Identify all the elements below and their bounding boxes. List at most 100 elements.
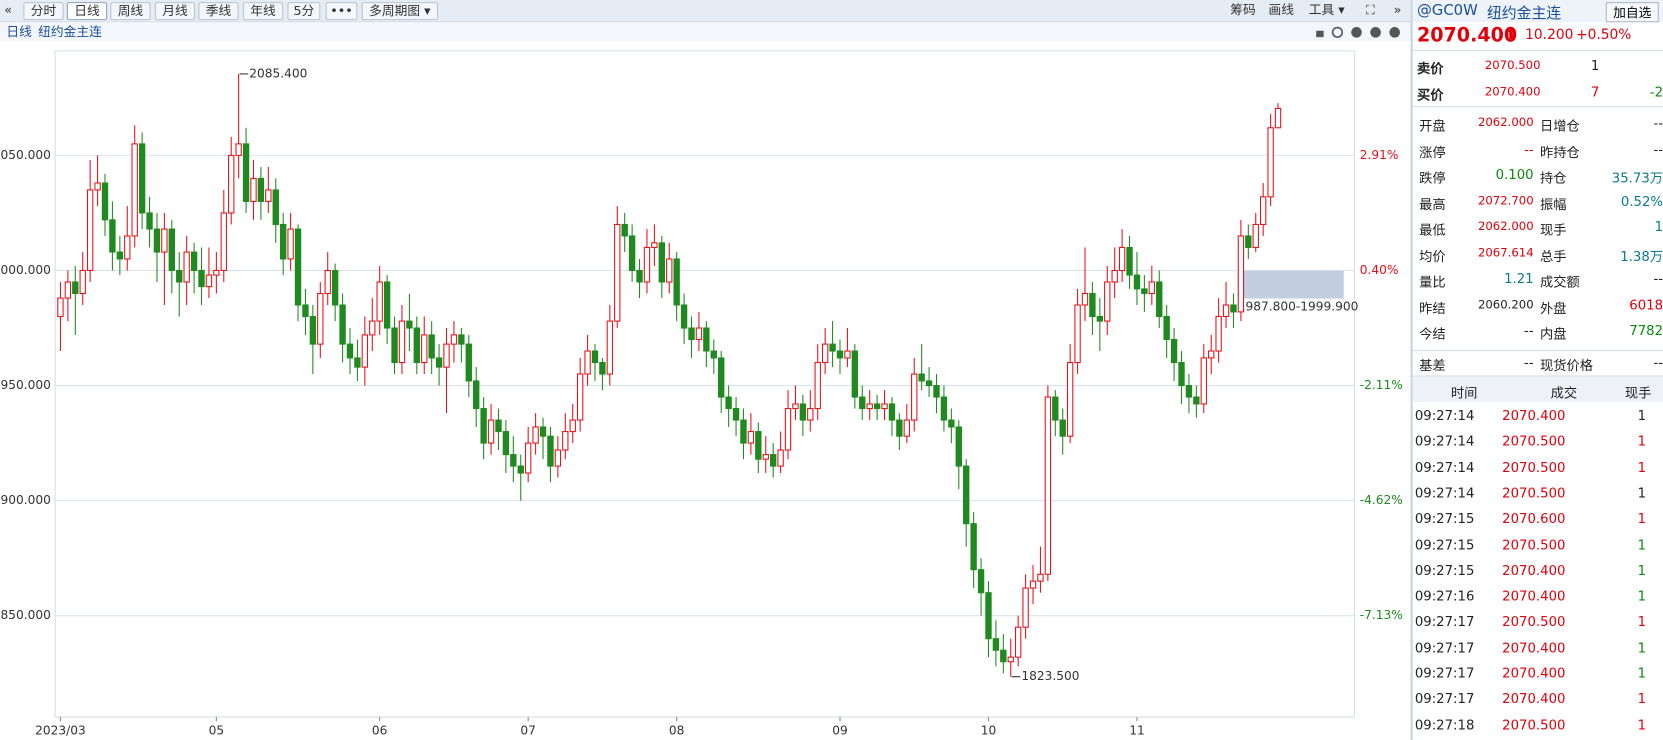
tool-button[interactable]: 筹码 [1230, 2, 1256, 17]
candle-body [1007, 656, 1014, 663]
trade-time: 09:27:15 [1414, 510, 1475, 527]
field-label: 最低 [1419, 221, 1446, 238]
candle-body [1230, 304, 1237, 313]
candle-body [755, 431, 762, 460]
field-value: 1 [1654, 218, 1663, 235]
field-label: 持仓 [1539, 169, 1567, 186]
x-tick-label: 07 [520, 723, 536, 737]
x-tick-label: 09 [832, 723, 848, 737]
trade-price: 2070.500 [1502, 536, 1566, 553]
field-value: -- [1653, 270, 1663, 287]
candle-body [495, 419, 502, 433]
candle-body [131, 143, 138, 237]
trade-time: 09:27:14 [1414, 458, 1475, 475]
candle-body [1111, 269, 1118, 283]
candle-body [881, 403, 888, 410]
period-button[interactable]: 年线 [242, 2, 284, 21]
candle-body [747, 431, 755, 444]
candle-body [821, 343, 829, 364]
candle-body [1148, 281, 1155, 295]
instrument-name: 纽约金主连 [1486, 5, 1562, 23]
more-button[interactable]: ••• [325, 2, 358, 21]
candle-body [198, 269, 205, 288]
candle-body [413, 327, 420, 364]
bid-delta: -2 [1649, 83, 1663, 100]
period-button[interactable]: 季线 [198, 2, 239, 21]
candle-body [213, 269, 220, 276]
x-tick-label: 08 [669, 723, 685, 737]
candle-body [309, 315, 317, 345]
quote-header [1412, 0, 1663, 23]
field-label: 总手 [1539, 247, 1567, 264]
candle-body [57, 297, 64, 318]
trade-price: 2070.500 [1502, 613, 1566, 630]
candle-body [933, 385, 940, 398]
period-button[interactable]: 5分 [287, 2, 321, 21]
candle-body [242, 143, 250, 202]
trade-price: 2070.500 [1502, 458, 1566, 475]
candle-body [524, 442, 532, 474]
period-button[interactable]: 日线 [66, 2, 108, 21]
tool-button[interactable]: 工具 ▾ [1308, 2, 1345, 17]
trade-price: 2070.500 [1502, 484, 1566, 501]
candle-body [762, 454, 769, 460]
candle-body [896, 419, 903, 437]
candle-body [383, 281, 391, 329]
trade-time: 09:27:17 [1414, 639, 1475, 656]
trade-size: 1 [1637, 484, 1647, 501]
trade-size: 1 [1637, 407, 1647, 424]
candle-body [1096, 315, 1104, 322]
candle-body [866, 403, 873, 410]
candle-body [873, 403, 881, 410]
trade-size: 1 [1637, 690, 1647, 707]
add-watchlist-button[interactable]: 加自选 [1605, 2, 1659, 23]
trade-price: 2070.500 [1502, 433, 1566, 449]
nav-right[interactable]: » [1393, 2, 1402, 17]
candle-body [1081, 292, 1089, 306]
candle-body [547, 435, 554, 467]
candle-body [354, 357, 361, 368]
candle-body [109, 219, 116, 253]
field-label: 今结 [1419, 325, 1446, 342]
field-label: 外盘 [1539, 299, 1567, 316]
candle-body [918, 373, 925, 382]
candle-body [79, 269, 86, 295]
nav-left[interactable]: « [4, 2, 13, 17]
candle-body [1200, 357, 1207, 405]
field-value: 1.38万 [1620, 247, 1663, 264]
period-button[interactable]: 周线 [110, 2, 151, 21]
field-value: 2062.000 [1477, 115, 1534, 130]
divider [1412, 349, 1663, 352]
period-button[interactable]: 月线 [154, 2, 196, 21]
candle-body [718, 357, 725, 398]
trade-time: 09:27:16 [1414, 587, 1475, 604]
candle-body [1037, 573, 1044, 582]
field-label: 昨结 [1419, 299, 1446, 316]
fullscreen-button[interactable]: ⛶ [1366, 2, 1375, 17]
candle-body [740, 419, 747, 444]
y-tick-label: 1900.000 [0, 493, 51, 507]
candle-body [636, 269, 643, 283]
field-value: 0.100 [1495, 166, 1534, 183]
candle-body [443, 343, 450, 368]
y2-tick-label: -7.13% [1360, 608, 1403, 622]
chart-icons[interactable] [1313, 25, 1408, 39]
trade-size: 1 [1637, 458, 1647, 475]
candle-body [814, 362, 821, 410]
trade-time: 09:27:15 [1414, 536, 1475, 553]
candle-body [948, 419, 955, 428]
field-label: 跌停 [1419, 169, 1446, 186]
candle-body [465, 343, 472, 382]
candle-body [272, 189, 279, 225]
period-button[interactable]: 分时 [23, 2, 64, 21]
y2-tick-label: 0.40% [1360, 263, 1399, 277]
tool-button[interactable]: 画线 [1268, 2, 1294, 17]
candle-body [1029, 580, 1037, 589]
candle-body [851, 350, 859, 398]
candle-body [911, 373, 918, 421]
multi-period-button[interactable]: 多周期图 ▾ [361, 2, 439, 21]
trade-time: 09:27:18 [1414, 716, 1475, 733]
candle-body [517, 465, 524, 474]
candle-body [1022, 587, 1029, 628]
field-label: 日增仓 [1539, 117, 1580, 134]
